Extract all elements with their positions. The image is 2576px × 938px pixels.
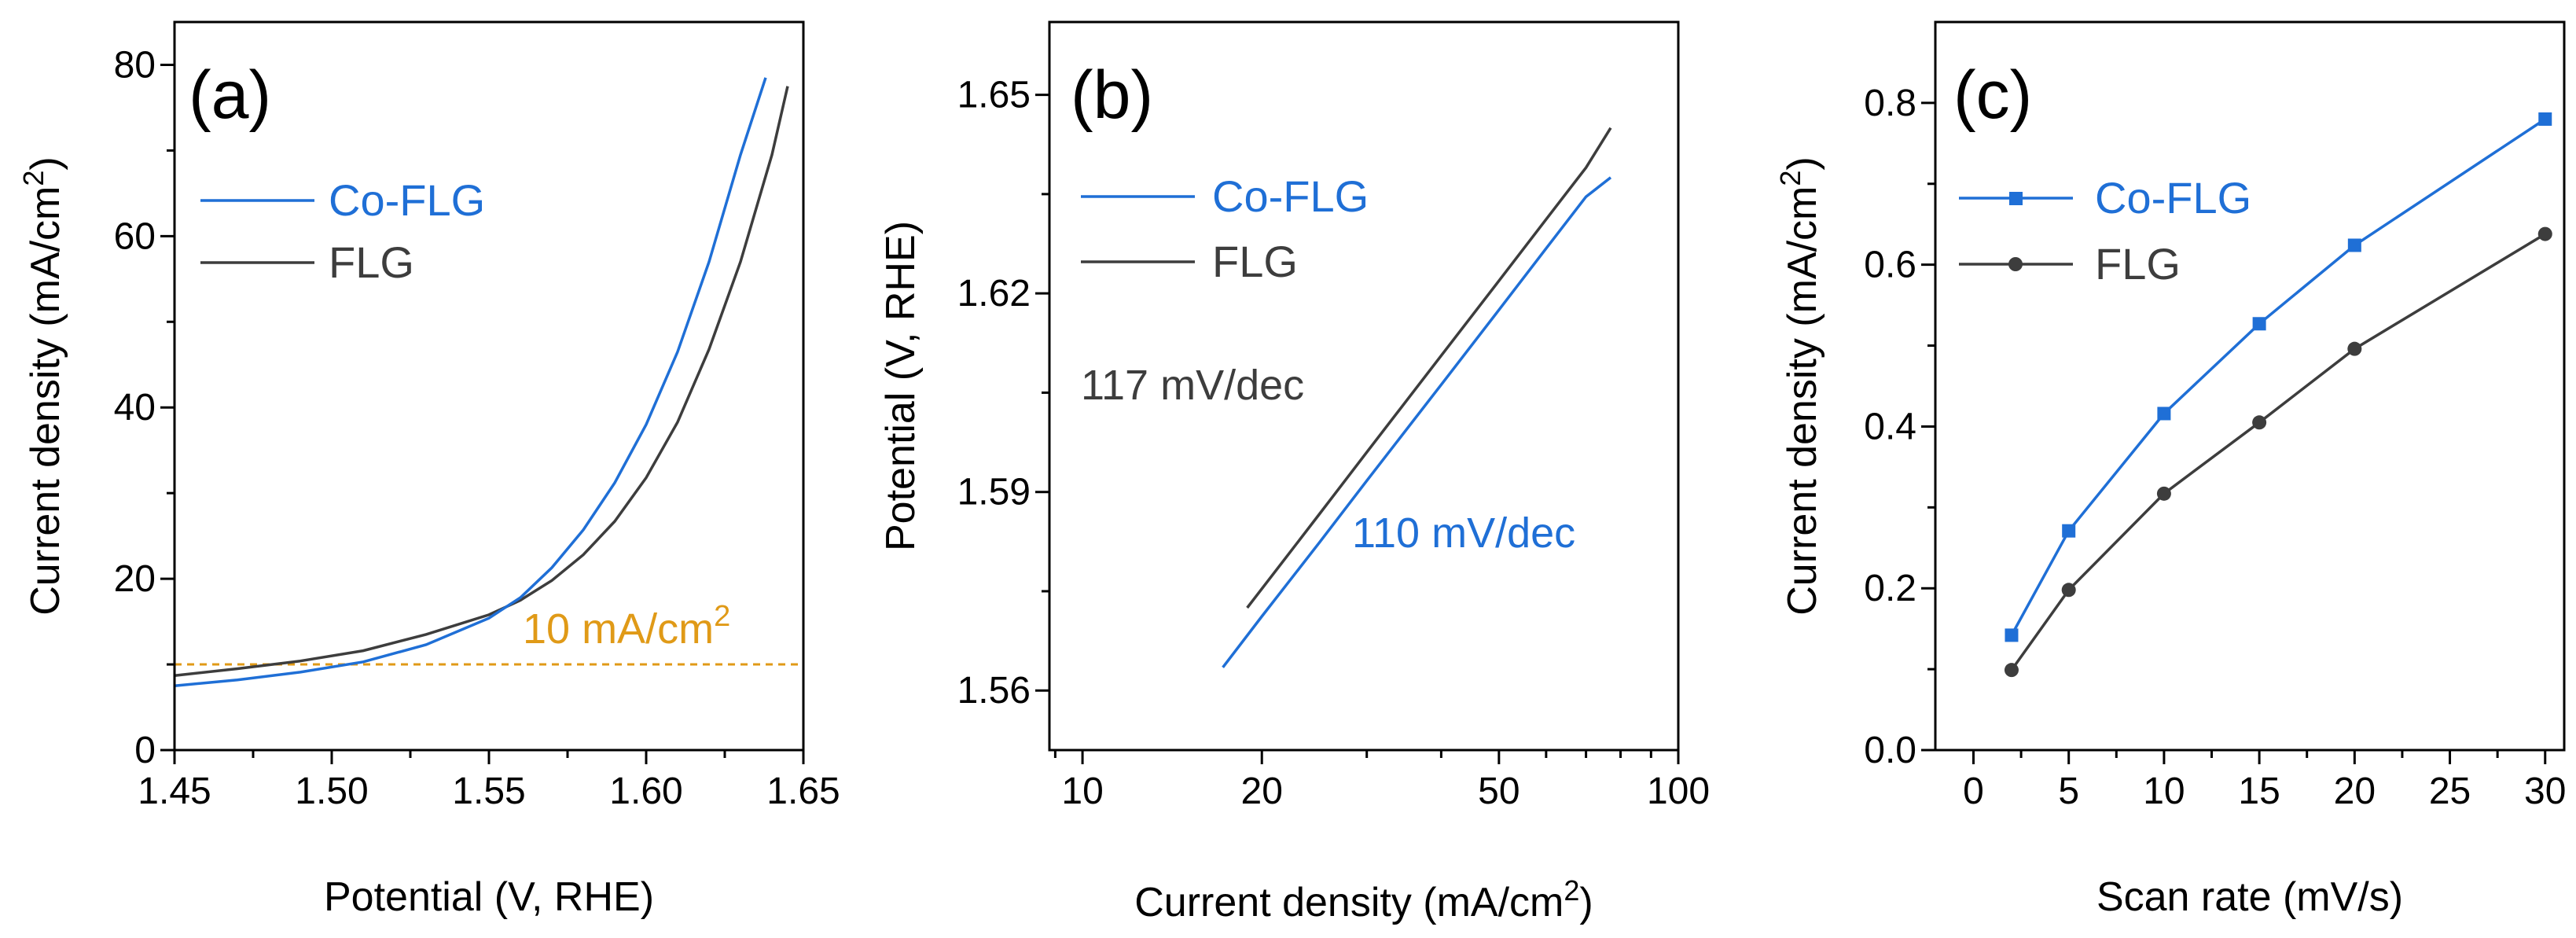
panel-a-label: (a): [189, 57, 271, 133]
panel-c-legend-flg: FLG: [2095, 239, 2181, 289]
panel-c-markers-flg: [2004, 226, 2552, 678]
panel-a-y-axis-label: Current density (mA/cm2): [17, 156, 68, 616]
panel-b-annotation-co-flg-slope: 110 mV/dec: [1352, 509, 1575, 557]
panel-c-point-flg-2: [2156, 486, 2171, 501]
panel-b-annotation-flg-slope: 117 mV/dec: [1081, 362, 1304, 409]
panel-b-series-flg: [1246, 127, 1612, 609]
panel-a-y-tick-4-label: 80: [114, 44, 156, 86]
panel-a-frame: [173, 20, 805, 752]
panel-c-frame: [1934, 20, 2566, 752]
panel-b-x-ticks: 10 20 50 100: [1053, 750, 1710, 812]
panel-c-point-co-flg-3: [2252, 317, 2266, 331]
panel-a-x-ticks: 1.45 1.50 1.55 1.60 1.65: [138, 750, 840, 812]
panel-a-legend-flg: FLG: [329, 237, 414, 287]
panel-c-x-tick-6-label: 30: [2524, 771, 2566, 812]
panel-c-point-co-flg-0: [2005, 628, 2019, 642]
panel-c: 0 5 10 15 20 25 30 0.00.20.40.60.8 (c) Co-FLG …: [1774, 20, 2566, 920]
panel-a: 1.45 1.50 1.55 1.60 1.65 0 20 40 60 80 (a) Co-FL…: [17, 20, 840, 920]
panel-c-point-flg-1: [2061, 583, 2076, 598]
panel-a-y-tick-0-label: 0: [134, 730, 156, 771]
panel-b: 10 20 50 100 1.56 1.59 1.62 1.65 (b) Co-FLG FL…: [878, 20, 1710, 925]
panel-a-reference-label: 10 mA/cm2: [523, 600, 730, 653]
panel-c-markers-co-flg: [2005, 112, 2552, 642]
panel-a-x-axis-label: Potential (V, RHE): [324, 874, 654, 920]
panel-c-x-tick-0-label: 0: [1963, 771, 1984, 812]
panel-b-label: (b): [1071, 57, 1153, 133]
panel-a-x-tick-0-label: 1.45: [138, 771, 211, 812]
panel-c-label: (c): [1953, 57, 2032, 133]
panel-c-point-flg-4: [2347, 341, 2362, 356]
panel-b-y-ticks: 1.56 1.59 1.62 1.65: [957, 75, 1049, 712]
panel-c-x-tick-3-label: 15: [2238, 771, 2280, 812]
panel-c-legend-co-flg-marker: [2009, 192, 2023, 205]
panel-b-y-axis-label: Potential (V, RHE): [878, 221, 924, 551]
panel-c-y-axis-label: Current density (mA/cm2): [1774, 156, 1825, 616]
panel-c-point-co-flg-2: [2157, 406, 2171, 421]
panel-b-x-tick-3-label: 100: [1647, 771, 1710, 812]
panel-c-x-tick-2-label: 10: [2143, 771, 2185, 812]
panel-a-y-tick-1-label: 20: [114, 558, 156, 600]
panel-c-legend-co-flg: Co-FLG: [2095, 173, 2251, 223]
panel-c-x-tick-4-label: 20: [2334, 771, 2376, 812]
panel-c-y-tick-0-label: 0.0: [1864, 730, 1916, 771]
panel-a-y-tick-3-label: 60: [114, 215, 156, 257]
panel-a-y-tick-2-label: 40: [114, 387, 156, 429]
panel-a-series-co-flg: [174, 77, 767, 688]
panel-c-x-tick-1-label: 5: [2058, 771, 2079, 812]
panel-c-y-ticks: 0.0 0.2 0.4 0.6 0.8: [1864, 83, 1935, 771]
panel-b-y-tick-0-label: 1.56: [957, 670, 1031, 712]
panel-c-x-axis-label: Scan rate (mV/s): [2096, 874, 2403, 920]
panel-a-y-ticks: 0 20 40 60 80: [114, 44, 175, 771]
panel-a-x-tick-4-label: 1.65: [766, 771, 840, 812]
panel-b-y-tick-2-label: 1.62: [957, 273, 1031, 315]
panel-b-x-tick-2-label: 50: [1478, 771, 1520, 812]
panel-c-point-co-flg-1: [2062, 524, 2076, 538]
panel-c-point-flg-3: [2252, 415, 2267, 430]
panel-c-point-co-flg-5: [2538, 112, 2552, 126]
panel-c-legend-flg-marker: [2008, 257, 2023, 271]
panel-b-legend-co-flg: Co-FLG: [1212, 171, 1369, 221]
panel-c-series-flg: [2010, 233, 2546, 671]
panel-b-x-tick-0-label: 10: [1061, 771, 1103, 812]
panel-b-frame: [1048, 20, 1680, 752]
panel-a-x-tick-2-label: 1.55: [452, 771, 525, 812]
panel-b-y-tick-1-label: 1.59: [957, 472, 1031, 513]
panel-c-x-tick-5-label: 25: [2429, 771, 2471, 812]
panel-c-x-ticks: 0 5 10 15 20 25 30: [1963, 750, 2566, 812]
panel-c-point-flg-0: [2004, 663, 2019, 678]
panel-c-y-tick-2-label: 0.4: [1864, 406, 1916, 447]
panel-c-point-flg-5: [2537, 226, 2552, 241]
panel-c-point-co-flg-4: [2347, 238, 2361, 252]
panel-c-y-tick-3-label: 0.6: [1864, 245, 1916, 286]
panel-b-x-tick-1-label: 20: [1241, 771, 1283, 812]
panel-a-x-tick-3-label: 1.60: [609, 771, 682, 812]
panel-c-series-co-flg: [2010, 118, 2546, 636]
panel-b-y-tick-3-label: 1.65: [957, 75, 1031, 116]
panel-c-y-tick-1-label: 0.2: [1864, 568, 1916, 609]
panel-b-legend-flg: FLG: [1212, 237, 1298, 286]
panel-a-x-tick-1-label: 1.50: [295, 771, 368, 812]
panel-b-x-axis-label: Current density (mA/cm2): [1134, 874, 1593, 925]
panel-a-legend-co-flg: Co-FLG: [329, 175, 485, 225]
panel-c-y-tick-4-label: 0.8: [1864, 83, 1916, 124]
panel-a-series-flg: [174, 86, 789, 677]
panel-b-series-co-flg: [1222, 176, 1612, 668]
